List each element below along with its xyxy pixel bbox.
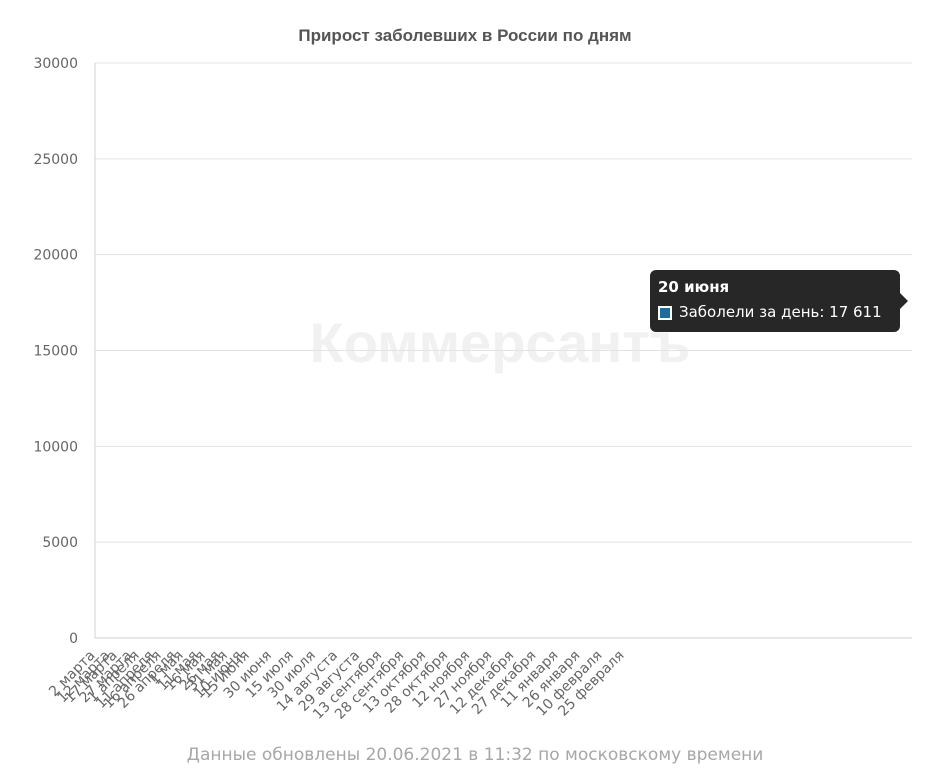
y-tick-label: 30000	[33, 56, 78, 72]
chart-title: Прирост заболевших в России по дням	[298, 26, 632, 45]
y-tick-label: 10000	[33, 439, 78, 455]
tooltip-title: 20 июня	[658, 278, 730, 296]
watermark: Коммерсантъ	[310, 311, 691, 374]
footer-note: Данные обновлены 20.06.2021 в 11:32 по м…	[186, 745, 764, 765]
tooltip: 20 июня Заболели за день: 17 611	[650, 270, 900, 332]
y-tick-label: 20000	[33, 248, 78, 264]
tooltip-value: Заболели за день: 17 611	[679, 303, 882, 321]
y-tick-label: 25000	[33, 152, 78, 168]
y-tick-label: 15000	[33, 344, 78, 360]
tooltip-arrow	[900, 293, 908, 309]
y-tick-label: 0	[69, 631, 78, 647]
tooltip-swatch	[658, 306, 672, 320]
grid-lines	[95, 62, 912, 639]
y-axis: 0 5000 10000 15000 20000 25000 30000	[33, 56, 78, 647]
y-tick-label: 5000	[42, 535, 78, 551]
